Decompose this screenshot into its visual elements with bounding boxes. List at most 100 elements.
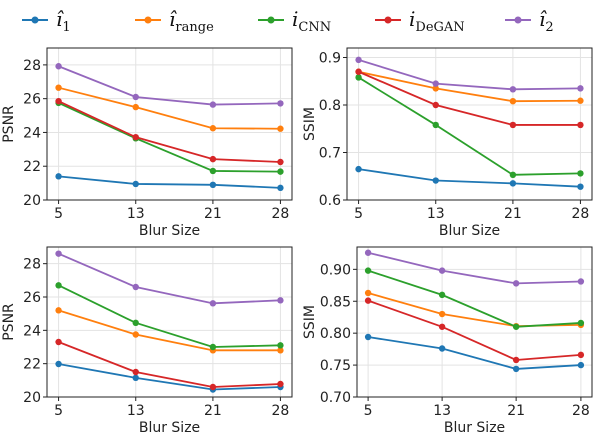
data-point [509,86,517,93]
series-line [58,309,281,352]
data-point [512,356,520,364]
series [355,74,584,179]
series [55,98,284,166]
grid [357,247,592,398]
series-line [58,65,281,106]
data-point [277,158,284,166]
grid [47,48,292,201]
data-point [577,170,584,177]
legend-entry: î2 [505,7,554,35]
series-line [58,100,281,163]
y-tick-label: 24 [23,125,41,141]
legend-label-base: î [169,7,177,31]
data-point [509,171,517,179]
legend-label-base: i [292,7,298,31]
series [364,267,585,330]
data-point [55,63,62,70]
legend-marker [31,16,39,24]
series [364,297,585,364]
series-line [58,284,281,348]
legend-label: iCNN [292,7,331,35]
data-point [209,155,217,163]
data-point [364,249,372,256]
data-point [132,103,139,111]
data-point [432,80,439,87]
x-tick-label: 28 [272,403,290,419]
data-point [432,177,439,184]
series-line [367,299,581,361]
y-tick-label: 0.85 [320,294,351,310]
x-tick-label: 21 [204,403,222,419]
series-line [358,70,581,103]
data-point [277,184,284,192]
y-tick-label: 0.8 [319,98,341,114]
data-point [55,173,62,180]
data-point [55,307,62,314]
data-point [277,380,284,388]
x-tick-label: 13 [127,403,145,419]
data-point [577,361,585,369]
x-tick-label: 28 [572,403,590,419]
data-point [55,338,62,346]
data-point [512,280,520,287]
grid [347,48,592,201]
data-point [438,267,446,274]
y-axis-label: PSNR [1,303,17,341]
data-point [509,98,517,105]
chart-psnr-top: 5 13 21 28 20 22 24 26 28 Blur Size PSNR [1,47,293,237]
series [55,63,284,108]
data-point [577,85,584,92]
data-point [432,121,439,129]
legend-label: îrange [169,7,214,35]
series [55,250,284,307]
y-axis-label: SSIM [302,107,318,141]
plot-frame [46,246,293,398]
data-point [209,181,217,188]
y-tick-label: 0.80 [320,326,351,342]
series-line [58,252,281,305]
series [355,165,584,190]
legend-label-sub: range [175,20,214,35]
series-line [358,59,581,91]
data-point [209,343,217,351]
data-point [577,183,584,190]
data-point [132,283,139,291]
plot-frame [346,47,593,201]
legend-marker [384,16,392,24]
x-tick-label: 28 [572,206,590,222]
series [55,338,284,391]
chart-psnr-bottom: 5 13 21 28 20 22 24 26 28 Blur Size PSNR [1,246,293,436]
chart-ssim-bottom: 5 13 21 28 0.70 0.75 0.80 0.85 0.90 Blur Size SSIM [302,246,593,436]
series-line [358,168,581,188]
data-point [277,168,284,175]
data-point [209,167,217,175]
data-point [432,101,439,109]
data-point [355,74,362,81]
data-point [364,267,372,274]
y-tick-label: 20 [23,390,41,406]
data-point [132,319,139,327]
data-point [55,84,62,91]
legend-label-base: î [539,7,547,31]
data-point [438,291,446,299]
x-tick-label: 13 [433,403,451,419]
series-line [58,363,281,391]
data-point [577,278,585,285]
data-point [132,133,139,141]
series-line [358,70,581,126]
data-point [438,345,446,352]
x-tick-label: 5 [54,403,63,419]
y-tick-label: 0.75 [320,358,351,374]
y-tick-label: 20 [23,193,41,209]
data-point [355,56,362,64]
series [355,56,584,93]
legend-label-sub: DeGAN [415,20,464,35]
series [55,360,284,393]
legend-marker [267,16,275,24]
x-tick-label: 13 [427,206,445,222]
series [55,84,284,132]
x-tick-label: 28 [272,206,290,222]
legend-label-sub: 2 [545,20,553,35]
data-point [132,180,139,188]
data-point [55,360,62,368]
